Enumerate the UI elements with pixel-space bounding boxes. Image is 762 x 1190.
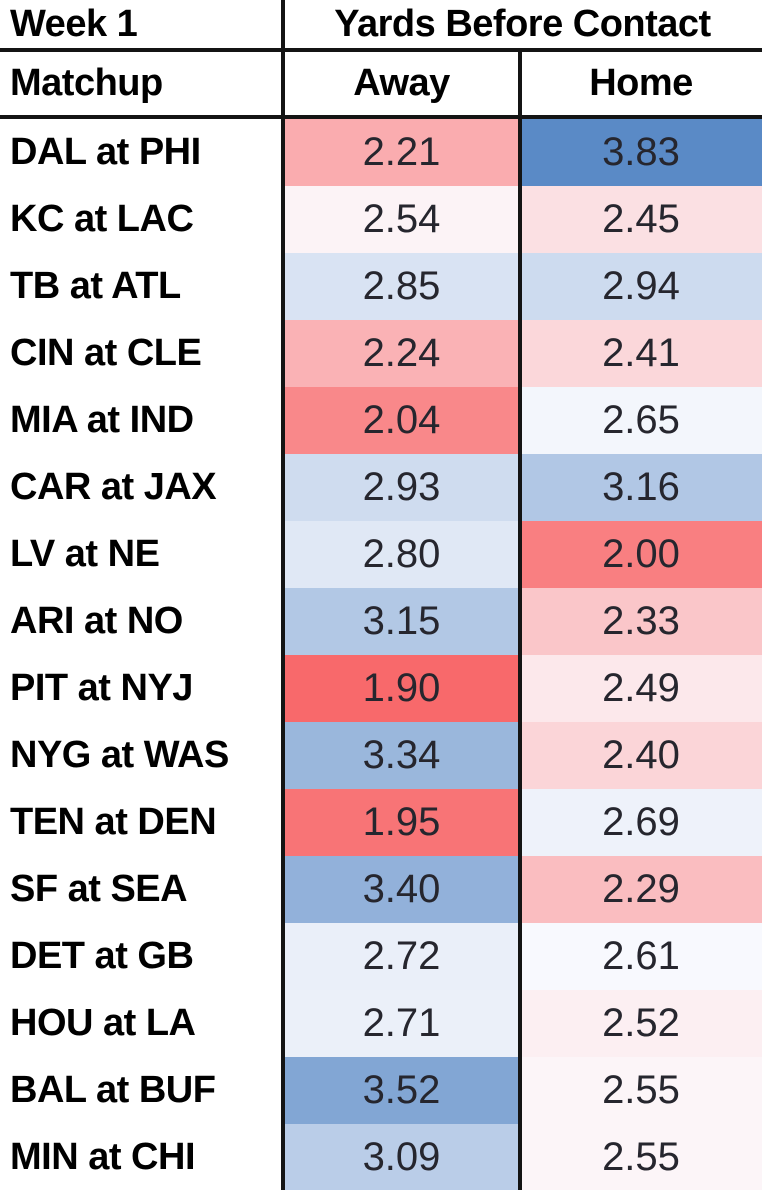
away-value-cell: 2.54 (283, 186, 520, 253)
matchup-label: MIA at IND (10, 399, 194, 441)
away-value-cell: 3.34 (283, 722, 520, 789)
table-row: NYG at WAS 3.34 2.40 (0, 722, 762, 789)
matchup-label: DAL at PHI (10, 131, 201, 173)
away-value-cell: 2.24 (283, 320, 520, 387)
matchup-label: HOU at LA (10, 1002, 196, 1044)
table-row: SF at SEA 3.40 2.29 (0, 856, 762, 923)
divider (0, 48, 762, 52)
week-label: Week 1 (10, 2, 138, 45)
matchup-label: TB at ATL (10, 265, 181, 307)
home-value-cell: 2.52 (520, 990, 762, 1057)
table-row: DAL at PHI 2.21 3.83 (0, 119, 762, 186)
away-value-cell: 3.52 (283, 1057, 520, 1124)
matchup-label: MIN at CHI (10, 1136, 196, 1178)
away-value-cell: 2.71 (283, 990, 520, 1057)
home-value-cell: 2.00 (520, 521, 762, 588)
home-value-cell: 2.55 (520, 1124, 762, 1190)
matchup-label: BAL at BUF (10, 1069, 216, 1111)
table-row: TB at ATL 2.85 2.94 (0, 253, 762, 320)
away-value-cell: 1.95 (283, 789, 520, 856)
home-value-cell: 2.65 (520, 387, 762, 454)
matchup-label: DET at GB (10, 935, 194, 977)
away-value-cell: 3.40 (283, 856, 520, 923)
away-value-cell: 3.15 (283, 588, 520, 655)
away-value-cell: 2.72 (283, 923, 520, 990)
col-header-home: Home (589, 62, 693, 104)
table-row: HOU at LA 2.71 2.52 (0, 990, 762, 1057)
matchup-label: NYG at WAS (10, 734, 229, 776)
home-value-cell: 2.45 (520, 186, 762, 253)
table-row: CIN at CLE 2.24 2.41 (0, 320, 762, 387)
away-value-cell: 2.21 (283, 119, 520, 186)
divider (0, 115, 762, 119)
home-value-cell: 2.40 (520, 722, 762, 789)
table-row: DET at GB 2.72 2.61 (0, 923, 762, 990)
title-row: Week 1 Yards Before Contact (0, 0, 762, 48)
away-value-cell: 2.85 (283, 253, 520, 320)
home-value-cell: 2.33 (520, 588, 762, 655)
matchup-label: LV at NE (10, 533, 160, 575)
away-value-cell: 3.09 (283, 1124, 520, 1190)
matchup-label: CIN at CLE (10, 332, 202, 374)
table-row: PIT at NYJ 1.90 2.49 (0, 655, 762, 722)
table-row: TEN at DEN 1.95 2.69 (0, 789, 762, 856)
away-value-cell: 1.90 (283, 655, 520, 722)
matchup-label: KC at LAC (10, 198, 194, 240)
home-value-cell: 3.83 (520, 119, 762, 186)
home-value-cell: 2.49 (520, 655, 762, 722)
matchup-label: PIT at NYJ (10, 667, 193, 709)
home-value-cell: 2.41 (520, 320, 762, 387)
matchup-label: ARI at NO (10, 600, 183, 642)
matchup-label: CAR at JAX (10, 466, 217, 508)
table-title: Yards Before Contact (334, 2, 711, 45)
column-divider (518, 48, 522, 1190)
table-row: BAL at BUF 3.52 2.55 (0, 1057, 762, 1124)
table-row: MIN at CHI 3.09 2.55 (0, 1124, 762, 1190)
away-value-cell: 2.04 (283, 387, 520, 454)
table-row: ARI at NO 3.15 2.33 (0, 588, 762, 655)
home-value-cell: 2.69 (520, 789, 762, 856)
table-row: KC at LAC 2.54 2.45 (0, 186, 762, 253)
col-header-away: Away (353, 62, 450, 104)
table-row: MIA at IND 2.04 2.65 (0, 387, 762, 454)
matchup-label: TEN at DEN (10, 801, 217, 843)
home-value-cell: 2.61 (520, 923, 762, 990)
home-value-cell: 2.29 (520, 856, 762, 923)
home-value-cell: 2.94 (520, 253, 762, 320)
matchup-label: SF at SEA (10, 868, 188, 910)
column-divider (281, 0, 285, 1190)
away-value-cell: 2.93 (283, 454, 520, 521)
col-header-matchup: Matchup (10, 62, 163, 104)
column-header-row: Matchup Away Home (0, 52, 762, 115)
table-body: DAL at PHI 2.21 3.83 KC at LAC 2.54 2.45… (0, 119, 762, 1190)
table-row: CAR at JAX 2.93 3.16 (0, 454, 762, 521)
home-value-cell: 2.55 (520, 1057, 762, 1124)
home-value-cell: 3.16 (520, 454, 762, 521)
table-row: LV at NE 2.80 2.00 (0, 521, 762, 588)
away-value-cell: 2.80 (283, 521, 520, 588)
